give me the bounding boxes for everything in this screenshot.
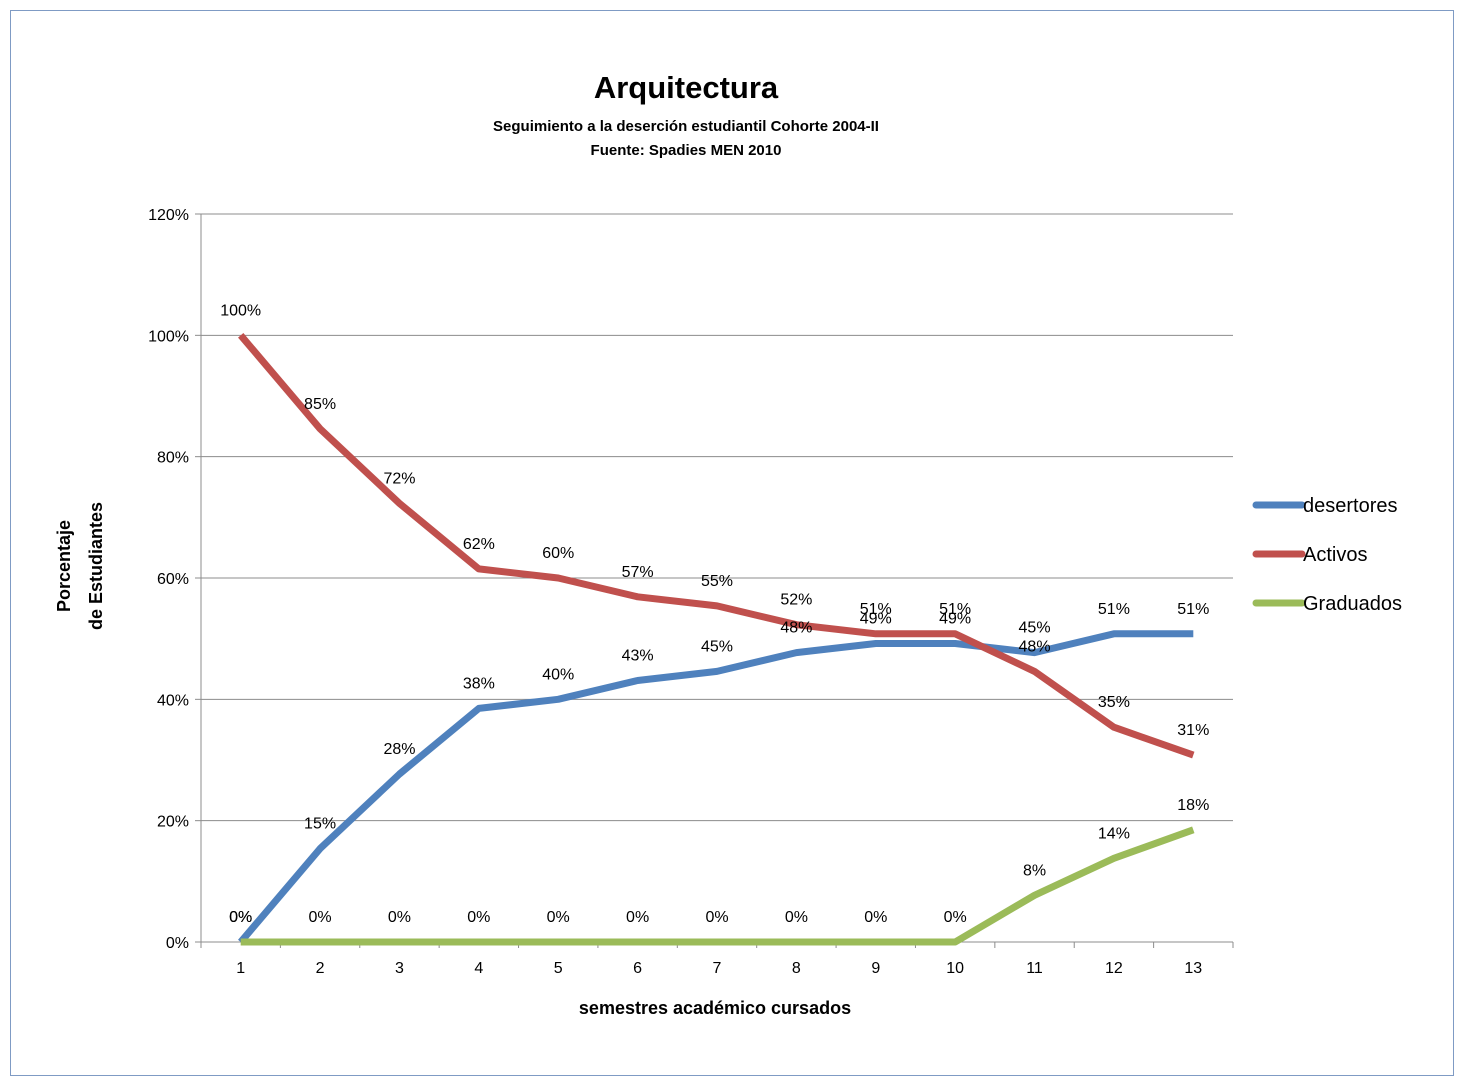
- chart-title: Arquitectura: [594, 70, 779, 105]
- x-tick-label: 7: [713, 960, 722, 977]
- y-tick-label: 120%: [148, 207, 189, 224]
- data-label-activos: 35%: [1098, 694, 1130, 711]
- data-label-graduados: 0%: [467, 909, 490, 926]
- data-label-graduados: 8%: [1023, 862, 1046, 879]
- y-tick-label: 60%: [157, 571, 189, 588]
- x-axis-label: semestres académico cursados: [579, 998, 851, 1018]
- data-label-graduados: 14%: [1098, 825, 1130, 842]
- chart-frame: Arquitectura Seguimiento a la deserción …: [10, 10, 1454, 1076]
- data-label-desertores: 45%: [1019, 620, 1051, 637]
- data-label-graduados: 18%: [1177, 797, 1209, 814]
- data-label-activos: 85%: [304, 396, 336, 413]
- data-label-desertores: 38%: [463, 675, 495, 692]
- x-tick-label: 9: [871, 960, 880, 977]
- data-label-desertores: 48%: [780, 620, 812, 637]
- data-label-desertores: 40%: [542, 666, 574, 683]
- x-tick-label: 1: [236, 960, 245, 977]
- data-label-desertores: 43%: [622, 648, 654, 665]
- data-label-graduados: 0%: [309, 909, 332, 926]
- series-line-graduados: [240, 826, 1195, 946]
- data-label-graduados: 0%: [547, 909, 570, 926]
- y-tick-label: 40%: [157, 692, 189, 709]
- data-label-graduados: 0%: [864, 909, 887, 926]
- data-label-desertores: 28%: [383, 741, 415, 758]
- data-label-desertores: 15%: [304, 816, 336, 833]
- line-chart: Arquitectura Seguimiento a la deserción …: [54, 70, 1402, 1018]
- legend-label-desertores: desertores: [1303, 495, 1398, 517]
- y-tick-label: 20%: [157, 814, 189, 831]
- data-label-desertores: 45%: [701, 638, 733, 655]
- y-tick-label: 100%: [148, 328, 189, 345]
- data-label-graduados: 0%: [785, 909, 808, 926]
- data-label-activos: 62%: [463, 536, 495, 553]
- x-tick-label: 10: [946, 960, 964, 977]
- x-tick-label: 12: [1105, 960, 1123, 977]
- x-tick-label: 5: [554, 960, 563, 977]
- data-label-activos: 72%: [383, 470, 415, 487]
- gridlines: [201, 213, 1233, 822]
- data-label-desertores: 49%: [939, 611, 971, 628]
- y-axis-label-line-1: Porcentaje: [54, 520, 74, 612]
- x-tick-label: 8: [792, 960, 801, 977]
- x-tick-label: 13: [1184, 960, 1202, 977]
- x-tick-label: 4: [474, 960, 483, 977]
- series-lines: [238, 333, 1195, 946]
- x-tick-label: 3: [395, 960, 404, 977]
- data-label-activos: 55%: [701, 573, 733, 590]
- data-label-desertores: 0%: [229, 909, 252, 926]
- data-label-desertores: 49%: [860, 611, 892, 628]
- legend: desertores Activos Graduados: [1252, 495, 1402, 615]
- data-label-activos: 51%: [939, 601, 971, 618]
- series-line-activos: [238, 333, 1195, 759]
- legend-label-graduados: Graduados: [1303, 593, 1402, 615]
- data-label-graduados: 0%: [705, 909, 728, 926]
- legend-label-activos: Activos: [1303, 544, 1367, 566]
- data-label-activos: 52%: [780, 592, 812, 609]
- chart-subtitle-line-2: Fuente: Spadies MEN 2010: [591, 142, 782, 159]
- data-label-graduados: 0%: [388, 909, 411, 926]
- data-labels: 0%15%28%38%40%43%45%48%49% 49%45%51% 51%10…: [220, 302, 1209, 926]
- x-tick-label: 2: [316, 960, 325, 977]
- data-label-activos: 51%: [860, 601, 892, 618]
- data-label-activos: 48%: [1019, 638, 1051, 655]
- data-label-activos: 57%: [622, 564, 654, 581]
- data-label-activos: 60%: [542, 545, 574, 562]
- chart-subtitle-line-1: Seguimiento a la deserción estudiantil C…: [493, 118, 879, 135]
- y-tick-label: 80%: [157, 450, 189, 467]
- y-tick-label: 0%: [166, 935, 189, 952]
- data-label-activos: 100%: [220, 302, 261, 319]
- data-label-graduados: 0%: [229, 909, 252, 926]
- y-axis-label-line-2: de Estudiantes: [86, 502, 106, 630]
- x-tick-label: 11: [1026, 960, 1043, 977]
- y-tick-labels: 0% 20% 40% 60% 80% 100% 120%: [148, 207, 189, 952]
- x-tick-label: 6: [633, 960, 642, 977]
- data-label-desertores: 51%: [1177, 601, 1209, 618]
- data-label-graduados: 0%: [944, 909, 967, 926]
- data-label-desertores: 51%: [1098, 601, 1130, 618]
- data-label-graduados: 0%: [626, 909, 649, 926]
- x-tick-labels: 1 2 3 4 5 6 7 8 9 10 11 12 13: [236, 960, 1202, 977]
- data-label-activos: 31%: [1177, 722, 1209, 739]
- series-line-desertores: [238, 630, 1194, 945]
